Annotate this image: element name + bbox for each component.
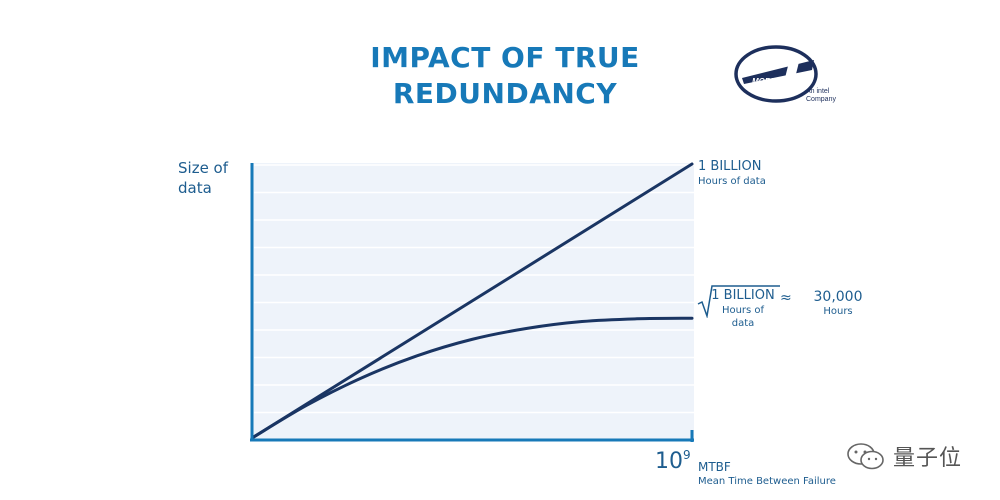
x-axis-label: MTBF Mean Time Between Failure [698, 459, 836, 488]
approx-unit: Hours [823, 306, 853, 317]
x-tick-base: 10 [655, 449, 683, 474]
title-line-2: REDUNDANCY [392, 77, 618, 110]
logo-tagline-line-1: An intel [806, 88, 830, 95]
approx-symbol: ≈ [780, 290, 792, 306]
square-root-icon [697, 285, 780, 318]
series-line-linear [250, 162, 694, 440]
series-line-sqrt [250, 316, 694, 440]
y-axis-label: Size of data [178, 159, 229, 197]
watermark-text: 量子位 [893, 446, 963, 471]
approx-value: 30,000 [813, 289, 863, 305]
mobileye-logo: MOBILEYE [734, 45, 818, 103]
approx-value-label: 30,000 Hours [808, 289, 868, 318]
linear-series-label: 1 BILLION Hours of data [698, 159, 766, 188]
x-tick-exponent: 9 [683, 448, 691, 462]
sqrt-label-body: 1 BILLION Hours of data [711, 288, 775, 330]
linear-label-big: 1 BILLION [698, 159, 762, 174]
linear-label-small: Hours of data [698, 176, 766, 187]
gridlines [254, 164, 694, 414]
x-axis-subtitle: Mean Time Between Failure [698, 476, 836, 487]
x-axis-tick-label: 109 [655, 448, 691, 474]
chart-title: IMPACT OF TRUE REDUNDANCY [330, 40, 680, 112]
logo-tagline-line-2: Company [806, 96, 836, 103]
wechat-icon [847, 443, 884, 470]
sqrt-label-big: 1 BILLION [711, 288, 775, 303]
x-axis-title: MTBF [698, 460, 731, 474]
logo-wordmark: MOBILEYE [752, 77, 794, 86]
logo-tagline: An intel Company [806, 88, 836, 104]
series-group [250, 162, 694, 440]
sqrt-label-small: Hours of data [721, 305, 765, 329]
title-line-1: IMPACT OF TRUE [370, 41, 640, 74]
